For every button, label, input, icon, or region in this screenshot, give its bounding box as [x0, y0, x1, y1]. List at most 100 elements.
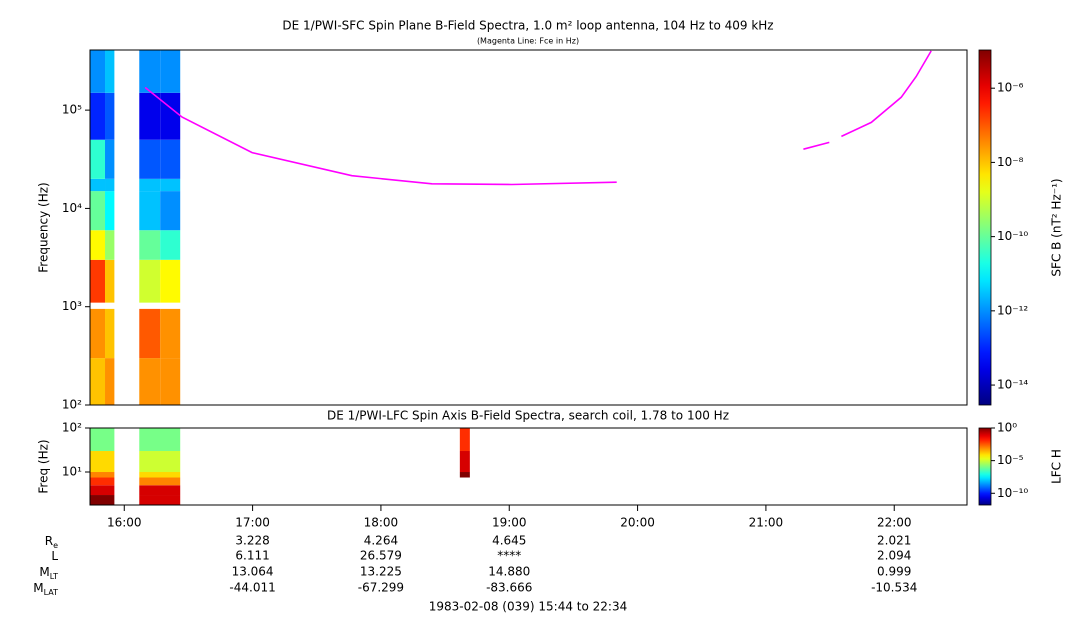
- spectrogram-cell: [139, 451, 181, 473]
- colorbar: [978, 427, 992, 506]
- ephemeris-value: 4.645: [492, 534, 526, 548]
- spectrogram-cell: [139, 92, 161, 140]
- colorbar-tick-label: 10⁻¹²: [997, 303, 1028, 317]
- spectrogram-cell: [139, 428, 181, 452]
- ephemeris-label-sub: LT: [50, 572, 58, 581]
- spectrogram-cell: [139, 477, 181, 486]
- spectrogram-cell: [160, 50, 181, 93]
- spectrogram-cell: [139, 178, 161, 192]
- spectrogram-cell: [160, 259, 181, 303]
- ephemeris-label: R: [45, 534, 53, 548]
- ephemeris-value: -83.666: [486, 581, 532, 595]
- colorbar-label: LFC H: [1050, 449, 1064, 484]
- x-tick-label: 21:00: [749, 516, 784, 530]
- spectrogram-cell: [105, 191, 115, 231]
- spectrogram-cell: [160, 358, 181, 405]
- plot-frame: [89, 49, 968, 406]
- spectrogram-cell: [459, 472, 470, 478]
- y-tick-label: 10⁵: [62, 103, 82, 117]
- spectrogram-cell: [105, 50, 115, 93]
- x-tick-label: 16:00: [107, 516, 142, 530]
- ephemeris-value: 13.225: [360, 565, 402, 579]
- spectrogram-cell: [105, 308, 115, 359]
- ephemeris-row-label: Re: [45, 534, 58, 550]
- y-tick-label: 10²: [62, 398, 82, 412]
- spectrogram-cell: [139, 358, 161, 405]
- spectrogram-cell: [90, 472, 115, 478]
- spectrogram-cell: [139, 50, 161, 93]
- spectrogram-cell: [90, 50, 106, 93]
- x-tick-label: 19:00: [492, 516, 527, 530]
- ephemeris-label: L: [51, 549, 58, 563]
- ephemeris-value: 6.111: [235, 549, 269, 563]
- y-tick-label: 10³: [62, 299, 82, 313]
- spectrogram-cell: [90, 451, 115, 473]
- spectrogram-cell: [105, 92, 115, 140]
- y-tick-label: 10⁴: [62, 201, 82, 215]
- ephemeris-row-label: MLAT: [33, 581, 58, 597]
- ephemeris-row-label: L: [51, 549, 58, 563]
- colorbar-tick-label: 10⁻⁵: [997, 453, 1024, 467]
- colorbar-tick-label: 10⁻¹⁴: [997, 378, 1028, 392]
- spectrogram-cell: [160, 92, 181, 140]
- spectrogram-cell: [90, 259, 106, 303]
- ephemeris-value: 3.228: [235, 534, 269, 548]
- ephemeris-value: 2.094: [877, 549, 911, 563]
- spectrogram-cell: [105, 259, 115, 303]
- x-tick-label: 17:00: [235, 516, 270, 530]
- spectrogram-cell: [139, 308, 161, 359]
- ephemeris-value: 26.579: [360, 549, 402, 563]
- spectrogram-cell: [90, 485, 115, 496]
- colorbar-tick-label: 10⁻¹⁰: [997, 486, 1028, 500]
- spectrogram-cell: [160, 178, 181, 192]
- ephemeris-value: ****: [497, 549, 521, 563]
- spectrogram-cell: [105, 230, 115, 260]
- colorbar-label: SFC B (nT² Hz⁻¹): [1050, 178, 1064, 276]
- x-tick-label: 22:00: [877, 516, 912, 530]
- spectrogram-cell: [459, 451, 470, 473]
- ephemeris-value: 13.064: [232, 565, 274, 579]
- y-tick-label: 10²: [62, 421, 82, 435]
- fce-line: [144, 50, 932, 186]
- spectrogram-cell: [139, 495, 181, 505]
- spectrogram-cell: [160, 139, 181, 179]
- ephemeris-value: 0.999: [877, 565, 911, 579]
- chart-title: DE 1/PWI-SFC Spin Plane B-Field Spectra,…: [282, 19, 773, 33]
- panel-title: DE 1/PWI-LFC Spin Axis B-Field Spectra, …: [327, 409, 729, 423]
- plot-frame: [89, 427, 968, 506]
- spectrogram-cell: [160, 308, 181, 359]
- colorbar-tick-label: 10⁻⁶: [997, 81, 1024, 95]
- ephemeris-label-sub: e: [53, 541, 58, 550]
- spectrogram-cell: [90, 139, 106, 179]
- colorbar-tick-label: 10⁻¹⁰: [997, 229, 1028, 243]
- colorbar-tick-label: 10⁰: [997, 421, 1017, 435]
- ephemeris-value: 4.264: [364, 534, 398, 548]
- ephemeris-value: 2.021: [877, 534, 911, 548]
- spectrogram-cell: [160, 230, 181, 260]
- ephemeris-value: 14.880: [488, 565, 530, 579]
- y-tick-label: 10¹: [62, 465, 82, 479]
- spectrogram-cell: [139, 472, 181, 478]
- ephemeris-value: -44.011: [229, 581, 275, 595]
- spectrogram-cell: [90, 477, 115, 486]
- ephemeris-label: M: [39, 565, 49, 579]
- ephemeris-value: -67.299: [358, 581, 404, 595]
- spectrogram-cell: [160, 191, 181, 231]
- ephemeris-row-label: MLT: [39, 565, 58, 581]
- spectrogram-cell: [90, 495, 115, 505]
- spectrogram-cell: [90, 230, 106, 260]
- spectrogram-cell: [139, 259, 161, 303]
- chart-subtitle: (Magenta Line: Fce in Hz): [477, 37, 579, 46]
- footer: 1983-02-08 (039) 15:44 to 22:34: [429, 600, 627, 614]
- spectrogram-cell: [90, 92, 106, 140]
- spectrogram-cell: [105, 178, 115, 192]
- x-tick-label: 18:00: [364, 516, 399, 530]
- spectrogram-cell: [139, 485, 181, 496]
- spectrogram-cell: [90, 308, 106, 359]
- spectrogram-cell: [139, 139, 161, 179]
- spectrogram-cell: [139, 191, 161, 231]
- ephemeris-label-sub: LAT: [44, 588, 58, 597]
- spectrogram-cell: [90, 178, 106, 192]
- spectrogram-cell: [139, 230, 161, 260]
- spectrogram-cell: [105, 139, 115, 179]
